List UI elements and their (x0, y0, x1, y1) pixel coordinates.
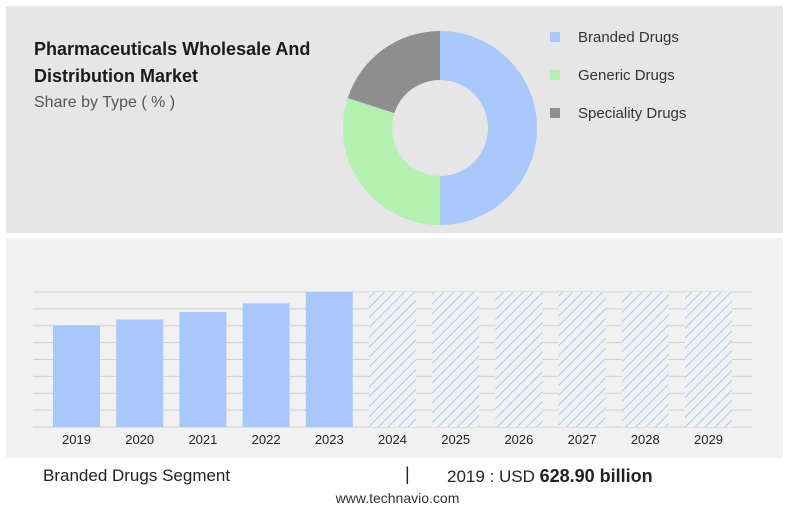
x-tick-label-2025: 2025 (441, 432, 470, 447)
legend-swatch-generic (550, 70, 560, 80)
bar-2021 (179, 311, 227, 427)
bar-2019 (53, 325, 100, 427)
chart-subtitle: Share by Type ( % ) (34, 94, 176, 111)
donut-slice-speciality-drugs (347, 31, 440, 114)
bar-chart: 2019 2020 2021 2022 2023 2024 2025 2026 2027 2028… (33, 291, 752, 447)
x-tick-label-2023: 2023 (315, 432, 344, 447)
legend-item-generic: Generic Drugs (550, 56, 686, 94)
bar-2023 (305, 292, 353, 427)
x-tick-label-2028: 2028 (631, 432, 660, 447)
x-tick-label-2019: 2019 (62, 432, 91, 447)
legend-swatch-speciality (550, 108, 560, 118)
footer-separator: | (405, 464, 410, 484)
x-tick-label-2020: 2020 (125, 432, 154, 447)
donut-chart (343, 31, 537, 225)
forecast-bar-2027 (558, 292, 606, 427)
forecast-bar-2028 (621, 292, 669, 427)
segment-value-prefix: 2019 : USD (447, 467, 535, 486)
x-tick-label-2022: 2022 (252, 432, 281, 447)
chart-title: Pharmaceuticals Wholesale And Distributi… (34, 39, 311, 86)
forecast-bar-2029 (685, 292, 732, 427)
forecast-bar-2025 (432, 292, 480, 427)
donut-slice-branded-drugs (440, 31, 537, 225)
x-tick-label-2026: 2026 (504, 432, 533, 447)
legend-swatch-branded (550, 32, 560, 42)
x-tick-label-2021: 2021 (188, 432, 217, 447)
bar-2022 (242, 303, 290, 427)
x-tick-label-2027: 2027 (568, 432, 597, 447)
bar-2020 (116, 319, 164, 427)
source-link[interactable]: www.technavio.com (335, 490, 460, 506)
legend: Branded Drugs Generic Drugs Speciality D… (550, 18, 686, 132)
legend-label-generic: Generic Drugs (578, 66, 675, 84)
x-tick-label-2024: 2024 (378, 432, 407, 447)
donut-slice-generic-drugs (343, 98, 440, 225)
legend-label-speciality: Speciality Drugs (578, 104, 687, 122)
forecast-bar-2024 (369, 292, 416, 427)
legend-label-branded: Branded Drugs (578, 28, 679, 46)
segment-value-amount: 628.90 billion (539, 466, 653, 486)
x-tick-label-2029: 2029 (694, 432, 723, 447)
forecast-bar-2026 (495, 292, 543, 427)
segment-value: 2019 : USD 628.90 billion (447, 466, 653, 487)
segment-label: Branded Drugs Segment (43, 466, 231, 485)
legend-item-branded: Branded Drugs (550, 18, 686, 56)
legend-item-speciality: Speciality Drugs (550, 94, 686, 132)
